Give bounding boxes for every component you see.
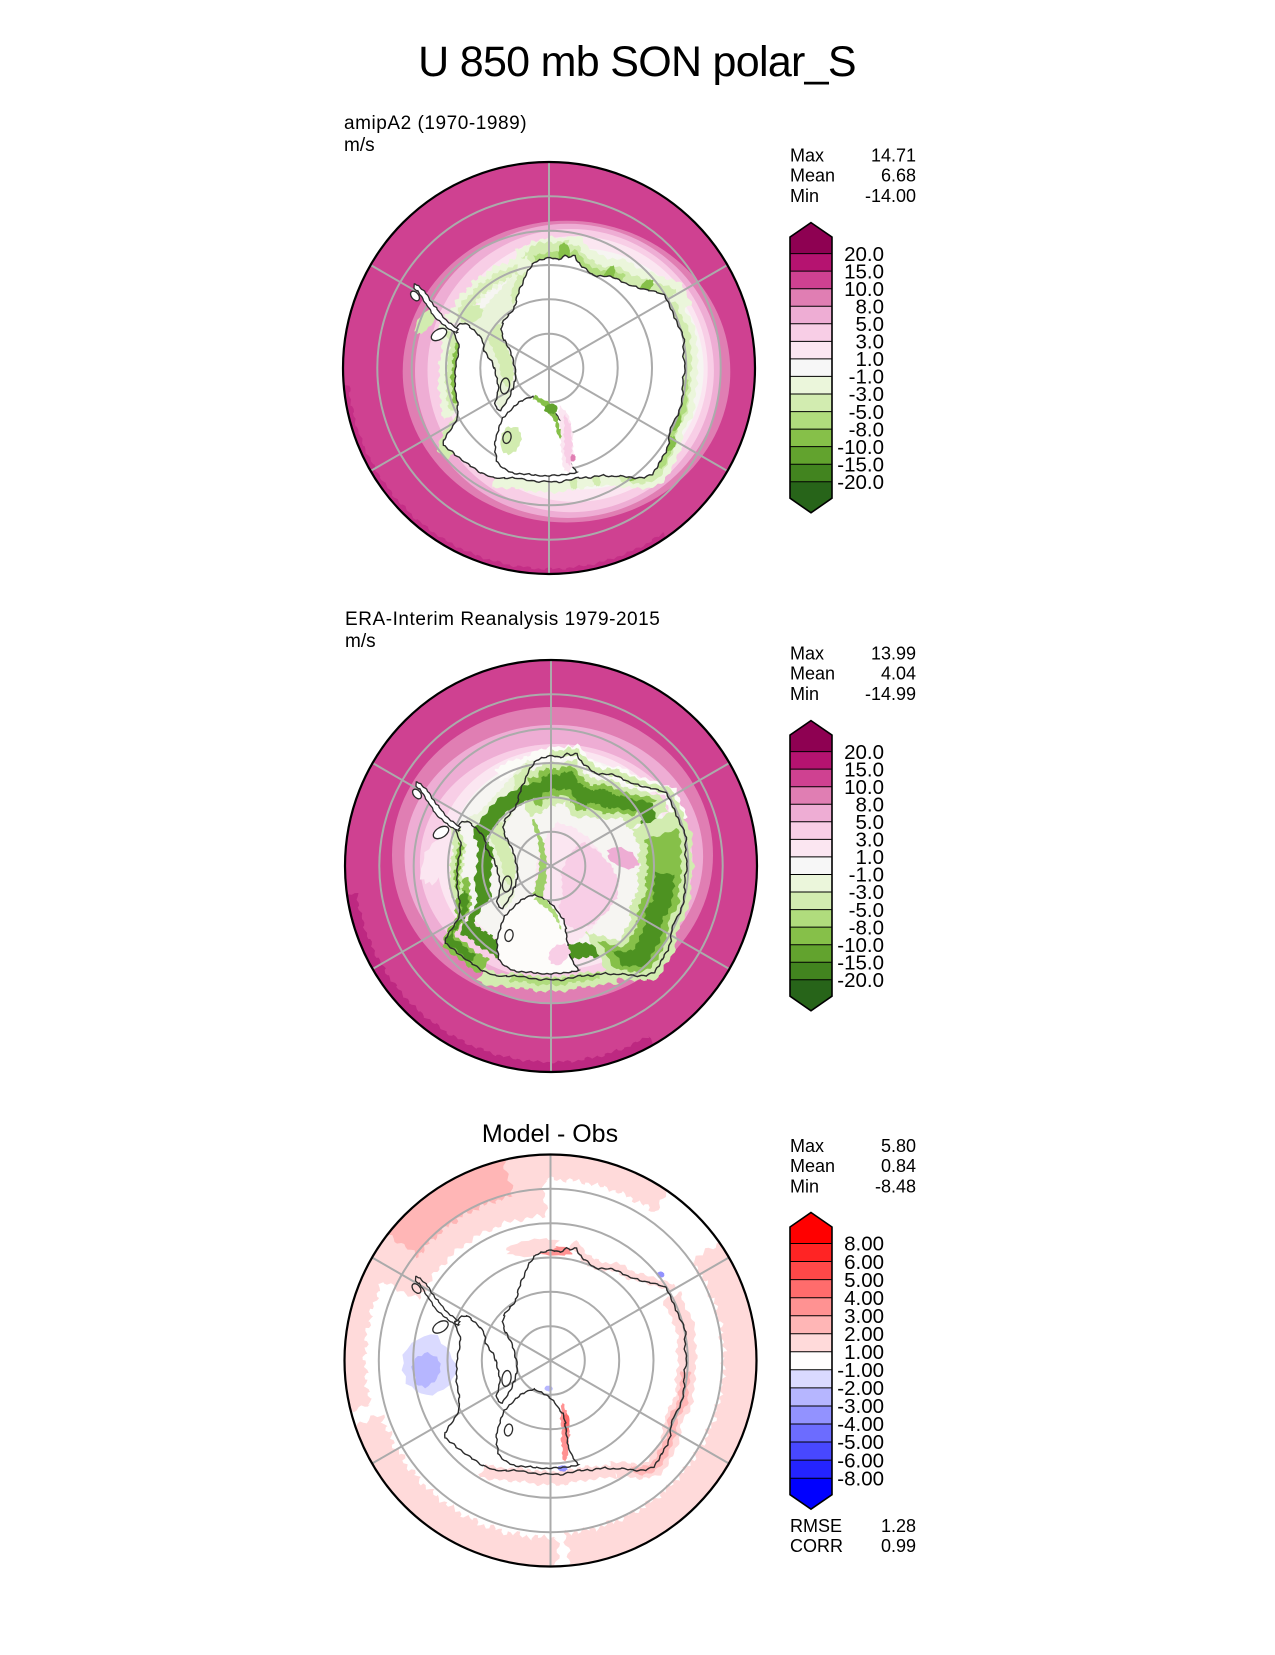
svg-text:3.0: 3.0 [856, 829, 885, 852]
svg-text:-8.0: -8.0 [849, 916, 884, 939]
svg-text:2.00: 2.00 [844, 1323, 884, 1346]
svg-text:20.0: 20.0 [844, 243, 884, 266]
svg-text:15.0: 15.0 [844, 260, 884, 283]
svg-text:Model - Obs: Model - Obs [482, 1120, 618, 1148]
svg-text:15.0: 15.0 [844, 758, 884, 781]
svg-text:Min: Min [790, 1176, 819, 1196]
svg-text:-3.00: -3.00 [837, 1395, 884, 1418]
svg-text:1.0: 1.0 [856, 348, 885, 371]
svg-text:Min: Min [790, 684, 819, 704]
svg-text:1.00: 1.00 [844, 1341, 884, 1364]
svg-text:13.99: 13.99 [871, 644, 916, 664]
svg-text:-5.0: -5.0 [849, 899, 884, 922]
svg-text:8.0: 8.0 [856, 794, 885, 817]
svg-text:-8.00: -8.00 [837, 1467, 884, 1490]
svg-text:6.68: 6.68 [881, 166, 916, 186]
svg-text:-14.00: -14.00 [865, 186, 916, 206]
svg-text:-14.99: -14.99 [865, 684, 916, 704]
svg-text:4.00: 4.00 [844, 1287, 884, 1310]
svg-text:amipA2 (1970-1989): amipA2 (1970-1989) [344, 113, 527, 134]
svg-text:ERA-Interim Reanalysis 1979-20: ERA-Interim Reanalysis 1979-2015 [345, 609, 660, 630]
svg-text:5.00: 5.00 [844, 1269, 884, 1292]
svg-text:20.0: 20.0 [844, 741, 884, 764]
svg-text:-15.0: -15.0 [837, 951, 884, 974]
svg-text:-3.0: -3.0 [849, 383, 884, 406]
svg-text:Min: Min [790, 186, 819, 206]
svg-text:-15.0: -15.0 [837, 453, 884, 476]
svg-text:10.0: 10.0 [844, 776, 884, 799]
svg-text:-8.48: -8.48 [875, 1176, 916, 1196]
svg-text:m/s: m/s [344, 135, 375, 156]
svg-text:5.0: 5.0 [856, 811, 885, 834]
svg-text:RMSE: RMSE [790, 1516, 842, 1536]
svg-text:-2.00: -2.00 [837, 1377, 884, 1400]
svg-text:6.00: 6.00 [844, 1251, 884, 1274]
svg-text:-20.0: -20.0 [837, 471, 884, 494]
svg-text:m/s: m/s [345, 631, 376, 652]
svg-text:14.71: 14.71 [871, 146, 916, 166]
svg-text:-1.0: -1.0 [849, 366, 884, 389]
svg-text:Max: Max [790, 146, 824, 166]
svg-text:U 850 mb SON polar_S: U 850 mb SON polar_S [418, 38, 856, 86]
svg-text:-1.00: -1.00 [837, 1359, 884, 1382]
svg-text:5.0: 5.0 [856, 313, 885, 336]
svg-text:-10.0: -10.0 [837, 436, 884, 459]
svg-text:-5.0: -5.0 [849, 401, 884, 424]
svg-text:8.0: 8.0 [856, 295, 885, 318]
svg-text:-20.0: -20.0 [837, 969, 884, 992]
svg-text:8.00: 8.00 [844, 1233, 884, 1256]
svg-text:-1.0: -1.0 [849, 864, 884, 887]
svg-text:-5.00: -5.00 [837, 1431, 884, 1454]
svg-text:Mean: Mean [790, 166, 835, 186]
svg-text:1.28: 1.28 [881, 1516, 916, 1536]
svg-text:3.00: 3.00 [844, 1305, 884, 1328]
svg-text:-4.00: -4.00 [837, 1413, 884, 1436]
svg-text:CORR: CORR [790, 1536, 843, 1556]
svg-text:10.0: 10.0 [844, 278, 884, 301]
svg-text:0.84: 0.84 [881, 1156, 916, 1176]
svg-text:4.04: 4.04 [881, 664, 916, 684]
svg-text:-10.0: -10.0 [837, 934, 884, 957]
svg-text:-6.00: -6.00 [837, 1449, 884, 1472]
svg-text:Max: Max [790, 1136, 824, 1156]
svg-text:Mean: Mean [790, 1156, 835, 1176]
svg-text:5.80: 5.80 [881, 1136, 916, 1156]
svg-text:-8.0: -8.0 [849, 418, 884, 441]
svg-text:Mean: Mean [790, 664, 835, 684]
svg-text:-3.0: -3.0 [849, 881, 884, 904]
svg-text:1.0: 1.0 [856, 846, 885, 869]
svg-text:3.0: 3.0 [856, 331, 885, 354]
svg-text:0.99: 0.99 [881, 1536, 916, 1556]
svg-text:Max: Max [790, 644, 824, 664]
